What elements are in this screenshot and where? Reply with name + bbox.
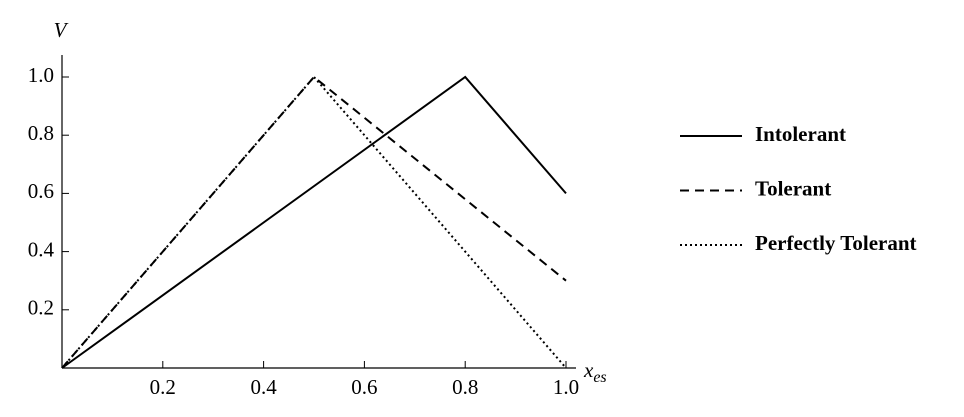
x-tick-label: 0.6 xyxy=(351,375,377,399)
y-tick-label: 0.6 xyxy=(28,179,54,203)
x-axis-label-base: x xyxy=(583,358,594,382)
y-tick-label: 0.8 xyxy=(28,121,54,145)
x-axis-label: xes xyxy=(583,358,607,386)
series-line xyxy=(61,75,567,369)
legend-label: Intolerant xyxy=(755,122,846,146)
legend-label: Perfectly Tolerant xyxy=(755,231,917,255)
y-axis-label: V xyxy=(54,18,69,42)
y-tick-label: 1.0 xyxy=(28,63,54,87)
y-tick-label: 0.4 xyxy=(28,237,55,261)
x-tick-label: 0.2 xyxy=(150,375,176,399)
legend-label: Tolerant xyxy=(755,176,831,200)
x-tick-label: 0.4 xyxy=(250,375,277,399)
x-axis-label-subscript: es xyxy=(593,369,606,386)
y-tick-label: 0.2 xyxy=(28,296,54,320)
x-tick-label: 0.8 xyxy=(452,375,478,399)
series-line xyxy=(61,75,567,369)
series-line xyxy=(61,75,567,369)
x-tick-label: 1.0 xyxy=(553,375,579,399)
